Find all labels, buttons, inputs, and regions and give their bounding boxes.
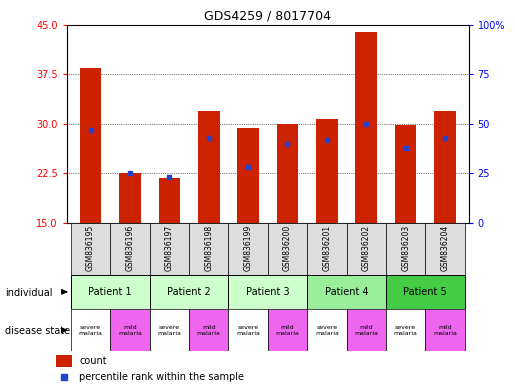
Text: severe
malaria: severe malaria (158, 325, 181, 336)
Bar (71, 223, 110, 275)
Bar (229, 223, 268, 275)
Text: mild
malaria: mild malaria (118, 325, 142, 336)
Bar (150, 223, 189, 275)
Bar (80, 68, 101, 223)
Bar (434, 111, 456, 223)
Bar (189, 309, 229, 351)
Text: Patient 4: Patient 4 (325, 287, 368, 297)
Text: disease state: disease state (5, 326, 70, 336)
Bar (307, 309, 347, 351)
Text: severe
malaria: severe malaria (393, 325, 418, 336)
Bar (347, 309, 386, 351)
Text: GSM836204: GSM836204 (440, 225, 450, 271)
Bar (229, 309, 268, 351)
Text: mild
malaria: mild malaria (197, 325, 220, 336)
Bar (110, 309, 150, 351)
Bar (150, 275, 229, 309)
Bar (110, 223, 150, 275)
Bar (386, 223, 425, 275)
Text: GSM836199: GSM836199 (244, 225, 253, 271)
Text: Patient 1: Patient 1 (89, 287, 132, 297)
Bar (119, 173, 141, 223)
Text: Patient 5: Patient 5 (403, 287, 447, 297)
Bar (268, 309, 307, 351)
Bar (307, 223, 347, 275)
Text: GSM836202: GSM836202 (362, 225, 371, 271)
Bar (386, 309, 425, 351)
Bar (229, 275, 307, 309)
Bar (355, 31, 377, 223)
Bar (395, 125, 417, 223)
Bar (189, 223, 229, 275)
Text: severe
malaria: severe malaria (236, 325, 260, 336)
Title: GDS4259 / 8017704: GDS4259 / 8017704 (204, 9, 331, 22)
Bar (386, 275, 465, 309)
Text: GSM836196: GSM836196 (126, 225, 134, 271)
Text: GSM836197: GSM836197 (165, 225, 174, 271)
Bar (307, 275, 386, 309)
Text: count: count (79, 356, 107, 366)
Bar (316, 119, 338, 223)
Bar (71, 309, 110, 351)
Text: mild
malaria: mild malaria (354, 325, 378, 336)
Bar (268, 223, 307, 275)
Text: GSM836203: GSM836203 (401, 225, 410, 271)
Bar (150, 309, 189, 351)
Text: GSM836200: GSM836200 (283, 225, 292, 271)
Bar (425, 223, 465, 275)
Bar (198, 111, 219, 223)
Text: mild
malaria: mild malaria (276, 325, 299, 336)
Bar (277, 124, 298, 223)
Text: GSM836201: GSM836201 (322, 225, 331, 271)
Text: severe
malaria: severe malaria (79, 325, 102, 336)
Text: GSM836198: GSM836198 (204, 225, 213, 271)
Bar (347, 223, 386, 275)
Text: severe
malaria: severe malaria (315, 325, 339, 336)
Bar (71, 275, 150, 309)
Text: percentile rank within the sample: percentile rank within the sample (79, 372, 244, 382)
Bar (237, 129, 259, 223)
Text: mild
malaria: mild malaria (433, 325, 457, 336)
Text: Patient 2: Patient 2 (167, 287, 211, 297)
Bar (56, 355, 72, 367)
Bar (425, 309, 465, 351)
Text: individual: individual (5, 288, 53, 298)
Text: Patient 3: Patient 3 (246, 287, 289, 297)
Bar (159, 178, 180, 223)
Text: GSM836195: GSM836195 (86, 225, 95, 271)
